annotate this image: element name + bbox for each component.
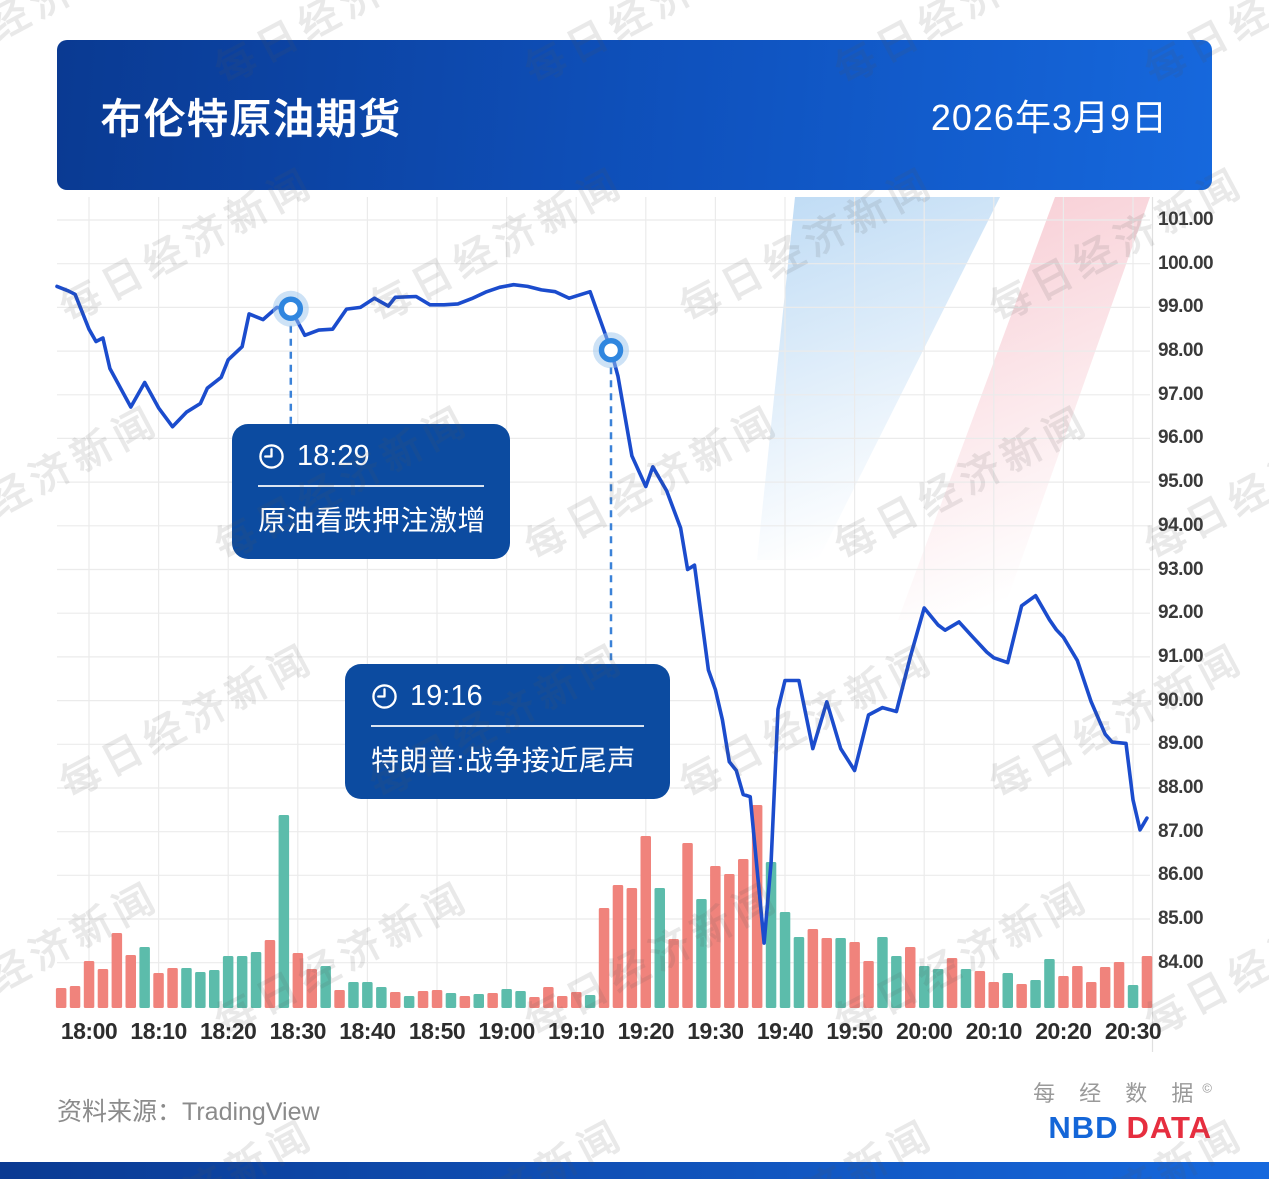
y-axis-label: 93.00: [1158, 558, 1204, 580]
x-axis-label: 20:30: [1104, 1018, 1162, 1044]
divider: [371, 725, 644, 727]
annotation-text: 特朗普:战争接近尾声: [371, 745, 636, 776]
annotation-time: 18:29: [297, 440, 370, 472]
y-axis-label: 100.00: [1158, 252, 1214, 274]
y-axis-label: 92.00: [1158, 602, 1204, 624]
header: 布伦特原油期货 2026年3月9日: [57, 40, 1212, 190]
x-axis-label: 19:20: [617, 1018, 675, 1044]
divider: [258, 485, 484, 487]
clock-icon: [371, 683, 398, 710]
x-axis-label: 18:30: [269, 1018, 327, 1044]
decor-blue-band: [757, 197, 1000, 560]
y-axis-label: 99.00: [1158, 296, 1204, 318]
y-axis-label: 84.00: [1158, 951, 1204, 973]
x-axis-label: 18:50: [408, 1018, 466, 1044]
volume-bars: [55, 805, 1153, 1008]
y-axis-label: 87.00: [1158, 820, 1204, 842]
brand-chinese: 每 经 数 据©: [1033, 1080, 1212, 1106]
event-marker: [593, 332, 629, 369]
data-source: 资料来源：TradingView: [57, 1098, 320, 1126]
x-axis-label: 20:00: [896, 1018, 953, 1044]
x-axis-label: 18:20: [200, 1018, 257, 1044]
copyright-mark: ©: [1202, 1080, 1212, 1096]
x-axis-label: 18:40: [339, 1018, 396, 1044]
x-axis-label: 18:10: [130, 1018, 187, 1044]
x-axis-label: 20:10: [965, 1018, 1023, 1044]
decor-pink-band: [898, 197, 1150, 620]
clock-icon: [258, 443, 285, 470]
brand-latin: NBD DATA: [1033, 1110, 1212, 1146]
event-marker: [272, 290, 309, 327]
y-axis-label: 97.00: [1158, 383, 1204, 405]
y-axis-label: 98.00: [1158, 340, 1204, 362]
y-axis-label: 86.00: [1158, 864, 1204, 886]
y-axis-label: 88.00: [1158, 777, 1204, 798]
y-axis-label: 91.00: [1158, 645, 1204, 667]
x-axis-label: 19:10: [548, 1018, 605, 1044]
bottom-accent-bar: [0, 1162, 1269, 1179]
x-axis-label: 18:00: [60, 1018, 118, 1044]
y-axis-label: 101.00: [1158, 209, 1214, 230]
y-axis-label: 89.00: [1158, 733, 1204, 755]
annotation-time-row: 19:16: [371, 680, 644, 713]
y-axis-label: 94.00: [1158, 514, 1204, 536]
header-date: 2026年3月9日: [930, 97, 1168, 138]
y-axis-label: 95.00: [1158, 471, 1204, 493]
x-axis-label: 19:30: [687, 1018, 744, 1044]
brand-nbd: NBD: [1048, 1110, 1119, 1145]
y-axis-label: 85.00: [1158, 908, 1204, 929]
brand-data: DATA: [1126, 1110, 1212, 1145]
annotation-callout-2: 19:16 特朗普:战争接近尾声: [345, 664, 670, 799]
annotation-callout-1: 18:29 原油看跌押注激增: [232, 424, 510, 559]
brand-logo: 每 经 数 据© NBD DATA: [1033, 1076, 1212, 1146]
x-axis-label: 19:50: [826, 1018, 883, 1044]
y-axis-label: 90.00: [1158, 689, 1204, 711]
page-title: 布伦特原油期货: [101, 96, 402, 142]
annotation-text: 原油看跌押注激增: [258, 505, 487, 536]
x-axis-label: 19:00: [478, 1018, 535, 1044]
annotation-time: 19:16: [410, 680, 483, 712]
x-axis-label: 20:20: [1035, 1018, 1092, 1044]
y-axis-label: 96.00: [1158, 427, 1204, 449]
price-line: [55, 282, 1149, 945]
annotation-time-row: 18:29: [258, 440, 484, 473]
x-axis-label: 19:40: [756, 1018, 814, 1044]
